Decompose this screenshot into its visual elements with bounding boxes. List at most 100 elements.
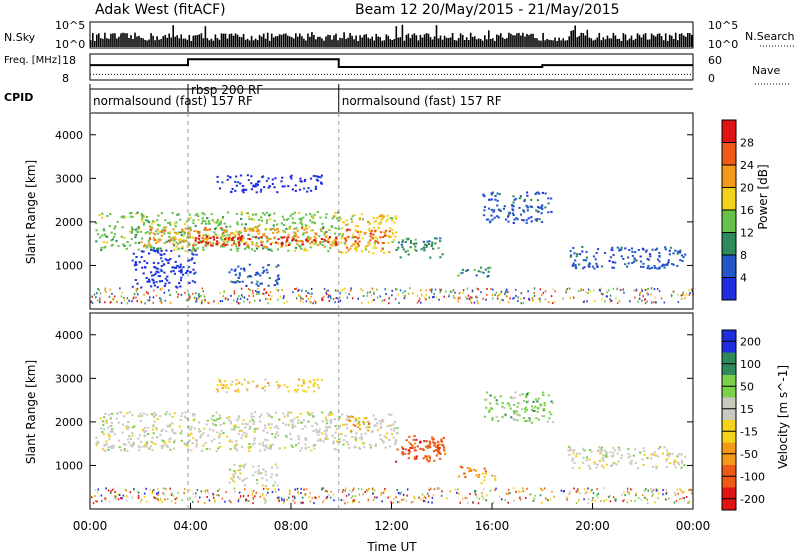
heatmap-cell <box>159 239 162 242</box>
heatmap-cell <box>242 431 246 434</box>
heatmap-cell <box>188 489 191 492</box>
heatmap-cell <box>326 495 329 498</box>
heatmap-cell <box>270 416 273 419</box>
heatmap-cell <box>348 416 351 418</box>
nsky-bar <box>260 36 263 47</box>
heatmap-cell <box>293 417 296 420</box>
heatmap-cell <box>121 423 125 426</box>
heatmap-cell <box>307 420 310 423</box>
heatmap-cell <box>200 449 203 452</box>
heatmap-cell <box>155 267 158 270</box>
heatmap-cell <box>654 501 656 504</box>
nsky-bar <box>423 34 426 47</box>
heatmap-cell <box>550 295 553 298</box>
heatmap-cell <box>166 279 169 282</box>
heatmap-cell <box>270 473 274 476</box>
heatmap-cell <box>274 488 276 491</box>
heatmap-cell <box>259 449 262 452</box>
heatmap-cell <box>357 487 360 490</box>
heatmap-cell <box>656 489 659 492</box>
heatmap-cell <box>260 282 263 285</box>
heatmap-cell <box>242 419 245 422</box>
heatmap-cell <box>469 469 473 472</box>
heatmap-cell <box>193 281 197 284</box>
heatmap-cell <box>302 389 305 392</box>
heatmap-cell <box>271 178 274 181</box>
heatmap-cell <box>316 439 319 442</box>
heatmap-cell <box>492 501 495 504</box>
heatmap-cell <box>205 423 208 426</box>
nsky-bar <box>164 34 166 47</box>
heatmap-cell <box>538 206 541 209</box>
heatmap-cell <box>278 418 281 421</box>
heatmap-cell <box>92 502 95 505</box>
heatmap-cell <box>600 287 603 290</box>
heatmap-cell <box>215 221 218 224</box>
heatmap-cell <box>219 423 222 426</box>
heatmap-cell <box>650 457 653 460</box>
heatmap-cell <box>593 300 596 303</box>
heatmap-cell <box>634 448 637 451</box>
heatmap-cell <box>369 446 372 449</box>
heatmap-cell <box>162 263 166 266</box>
heatmap-cell <box>384 232 387 234</box>
heatmap-cell <box>240 211 244 214</box>
heatmap-cell <box>368 223 371 226</box>
heatmap-cell <box>195 292 197 295</box>
heatmap-cell <box>134 236 137 239</box>
heatmap-cell <box>318 235 321 238</box>
heatmap-cell <box>535 209 538 212</box>
heatmap-cell <box>553 495 555 498</box>
heatmap-cell <box>655 247 658 250</box>
nsky-bar <box>479 39 482 47</box>
nsky-bar <box>172 25 174 47</box>
heatmap-cell <box>515 490 517 493</box>
heatmap-cell <box>282 224 285 226</box>
heatmap-cell <box>613 498 616 501</box>
heatmap-cell <box>443 295 445 298</box>
heatmap-cell <box>235 440 238 443</box>
heatmap-cell <box>196 489 199 491</box>
heatmap-cell <box>294 232 297 235</box>
heatmap-cell <box>634 251 637 254</box>
nsky-bar <box>160 39 162 47</box>
heatmap-cell <box>314 185 317 188</box>
heatmap-cell <box>277 488 280 491</box>
heatmap-cell <box>338 417 341 420</box>
nsky-label: N.Sky <box>4 31 36 44</box>
heatmap-cell <box>339 218 342 221</box>
nsky-bar <box>604 39 607 47</box>
heatmap-cell <box>593 461 596 464</box>
heatmap-cell <box>487 275 490 277</box>
heatmap-cell <box>194 239 197 242</box>
heatmap-cell <box>488 198 491 201</box>
heatmap-cell <box>428 440 431 443</box>
heatmap-cell <box>334 215 337 218</box>
heatmap-cell <box>244 463 247 466</box>
heatmap-cell <box>101 448 104 451</box>
heatmap-cell <box>358 240 361 243</box>
nsky-bar <box>494 40 496 47</box>
heatmap-cell <box>302 379 305 382</box>
heatmap-cell <box>340 289 343 292</box>
heatmap-cell <box>288 493 291 495</box>
heatmap-cell <box>166 444 169 447</box>
heatmap-cell <box>347 443 350 446</box>
heatmap-cell <box>105 419 108 422</box>
heatmap-cell <box>531 299 534 302</box>
heatmap-cell <box>433 444 436 447</box>
heatmap-cell <box>611 246 614 249</box>
heatmap-cell <box>552 402 555 405</box>
heatmap-cell <box>409 287 411 290</box>
heatmap-cell <box>641 288 643 291</box>
heatmap-cell <box>311 497 314 500</box>
heatmap-cell <box>644 496 646 499</box>
nsky-bar <box>451 33 454 47</box>
heatmap-cell <box>341 227 344 230</box>
heatmap-cell <box>174 502 177 505</box>
heatmap-cell <box>471 296 473 299</box>
heatmap-cell <box>137 415 140 418</box>
nsky-bar <box>283 33 285 47</box>
heatmap-cell <box>137 497 140 499</box>
nsky-bar <box>500 33 502 47</box>
